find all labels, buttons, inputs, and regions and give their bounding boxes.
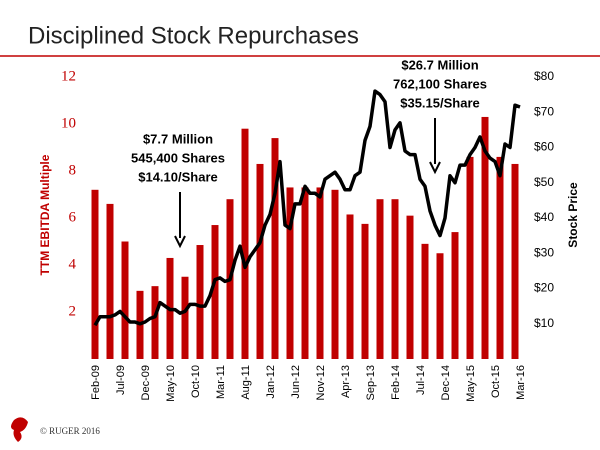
x-tick-label: Nov-12 — [315, 365, 327, 400]
bar — [196, 245, 204, 359]
bar — [406, 215, 414, 359]
bar — [151, 286, 159, 359]
x-tick-label: Aug-11 — [240, 365, 252, 400]
annotation-text: $14.10/Share — [138, 169, 218, 184]
x-tick-label: Feb-14 — [390, 365, 402, 400]
chart-title: Disciplined Stock Repurchases — [28, 22, 359, 49]
x-tick-label: Oct-15 — [490, 365, 502, 398]
y2-tick-label: $30 — [534, 245, 554, 259]
x-tick-label: Jul-14 — [415, 365, 427, 395]
bar — [361, 223, 369, 359]
x-tick-label: Sep-13 — [365, 365, 377, 400]
y2-tick-label: $50 — [534, 175, 554, 189]
annotation-text: 545,400 Shares — [131, 150, 225, 165]
x-tick-label: Jun-12 — [290, 365, 302, 399]
bar — [466, 156, 474, 359]
y-tick-label: 12 — [61, 68, 76, 84]
bar — [121, 241, 129, 359]
annotation-text: $35.15/Share — [400, 95, 480, 110]
annotation-text: $26.7 Million — [401, 57, 478, 72]
bar — [301, 187, 309, 359]
y-tick-label: 8 — [69, 162, 77, 178]
y2-tick-label: $40 — [534, 210, 554, 224]
y2-tick-label: $20 — [534, 281, 554, 295]
y-tick-label: 2 — [69, 303, 77, 319]
x-tick-label: Dec-14 — [440, 365, 452, 400]
bar — [451, 232, 459, 359]
bar — [511, 163, 519, 359]
bar — [91, 189, 99, 359]
bar — [436, 253, 444, 359]
annotation-text: $7.7 Million — [143, 131, 213, 146]
y-tick-label: 6 — [69, 209, 77, 225]
bar — [496, 156, 504, 359]
y2-tick-label: $80 — [534, 69, 554, 83]
y2-axis-label: Stock Price — [566, 182, 580, 248]
bar — [241, 128, 249, 359]
x-tick-label: Jan-12 — [265, 365, 277, 399]
x-tick-label: Mar-16 — [515, 365, 527, 400]
annotation-arrowhead — [429, 161, 441, 175]
annotation-arrowhead — [174, 235, 186, 249]
x-tick-label: May-15 — [465, 365, 477, 402]
bar — [331, 189, 339, 359]
logo — [11, 417, 28, 442]
bar — [106, 203, 114, 359]
bar — [376, 199, 384, 359]
y2-tick-label: $10 — [534, 316, 554, 330]
bar — [271, 138, 279, 359]
bar — [391, 199, 399, 359]
x-tick-label: Dec-09 — [140, 365, 152, 400]
x-tick-label: Mar-11 — [215, 365, 227, 399]
y-axis-label: TTM EBITDA Multiple — [38, 154, 52, 275]
bar — [316, 187, 324, 359]
bar — [346, 214, 354, 359]
x-tick-label: Apr-13 — [340, 365, 352, 398]
price-line — [93, 89, 521, 327]
bar — [481, 116, 489, 359]
bar — [421, 243, 429, 359]
y2-tick-label: $60 — [534, 140, 554, 154]
annotation-text: 762,100 Shares — [393, 76, 487, 91]
x-tick-label: Feb-09 — [90, 365, 102, 400]
y-tick-label: 4 — [69, 256, 77, 272]
x-tick-label: Oct-10 — [190, 365, 202, 398]
bar — [181, 276, 189, 359]
bar — [256, 163, 264, 359]
y-tick-label: 10 — [61, 115, 76, 131]
bar — [211, 225, 219, 359]
footer: © RUGER 2016 — [40, 426, 100, 436]
bar — [286, 187, 294, 359]
x-tick-label: Jul-09 — [115, 365, 127, 395]
y2-tick-label: $70 — [534, 104, 554, 118]
x-tick-label: May-10 — [165, 365, 177, 402]
